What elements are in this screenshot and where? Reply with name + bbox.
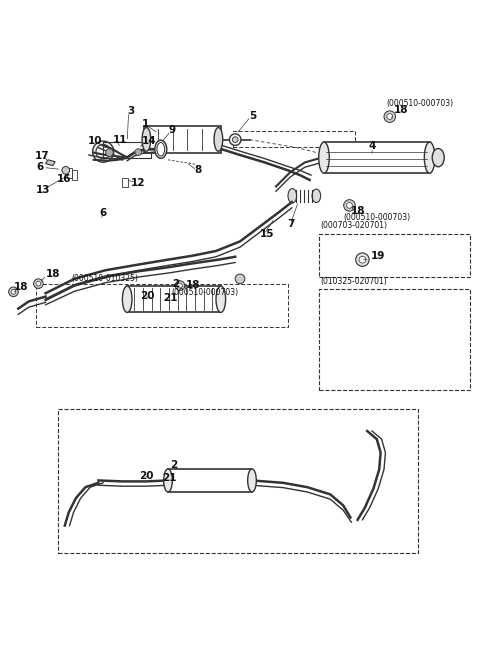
- Text: 3: 3: [127, 106, 134, 116]
- Bar: [67, 169, 72, 178]
- Ellipse shape: [155, 140, 167, 158]
- Circle shape: [175, 281, 185, 290]
- Text: 20: 20: [140, 291, 155, 301]
- Circle shape: [135, 149, 142, 156]
- Ellipse shape: [432, 149, 444, 167]
- Text: (010325-020701): (010325-020701): [321, 276, 387, 286]
- Circle shape: [387, 114, 393, 120]
- Text: (000510-000703): (000510-000703): [343, 213, 410, 222]
- Text: 18: 18: [350, 205, 365, 216]
- Circle shape: [347, 202, 352, 208]
- Bar: [58, 410, 418, 554]
- Circle shape: [106, 149, 113, 156]
- Ellipse shape: [122, 286, 132, 313]
- Bar: [122, 178, 128, 187]
- Circle shape: [96, 145, 110, 159]
- Text: 19: 19: [371, 251, 385, 261]
- Text: 20: 20: [139, 471, 154, 481]
- Text: 9: 9: [169, 125, 176, 135]
- Bar: [319, 234, 470, 277]
- Text: 2: 2: [170, 459, 178, 470]
- Circle shape: [9, 287, 18, 297]
- Text: (000510-000703): (000510-000703): [386, 99, 454, 108]
- Ellipse shape: [312, 189, 321, 202]
- Circle shape: [62, 167, 70, 174]
- Text: 4: 4: [369, 141, 376, 151]
- Circle shape: [384, 111, 396, 122]
- Text: (000703-020701): (000703-020701): [321, 221, 388, 230]
- Circle shape: [359, 256, 366, 263]
- Ellipse shape: [157, 143, 165, 156]
- Text: 7: 7: [287, 219, 294, 229]
- Circle shape: [229, 134, 241, 145]
- Text: 13: 13: [36, 185, 50, 194]
- Text: 21: 21: [162, 473, 177, 483]
- Text: 15: 15: [260, 229, 275, 239]
- Circle shape: [34, 279, 43, 289]
- Text: 14: 14: [142, 136, 156, 145]
- Bar: [72, 171, 77, 180]
- Text: 18: 18: [186, 280, 201, 291]
- Ellipse shape: [164, 469, 172, 492]
- Text: (000510-000703): (000510-000703): [172, 288, 239, 297]
- Circle shape: [232, 137, 238, 143]
- Ellipse shape: [214, 127, 223, 151]
- Bar: [168, 469, 252, 492]
- Circle shape: [344, 200, 355, 211]
- Bar: [144, 126, 221, 152]
- Bar: [127, 286, 221, 313]
- Polygon shape: [46, 160, 55, 165]
- Text: 2: 2: [172, 278, 179, 289]
- Text: 17: 17: [35, 151, 49, 161]
- Text: 8: 8: [194, 165, 202, 175]
- Ellipse shape: [319, 142, 329, 173]
- Text: 1: 1: [142, 119, 149, 129]
- Bar: [324, 142, 430, 173]
- Text: 18: 18: [13, 282, 28, 291]
- Text: 18: 18: [394, 105, 408, 115]
- Circle shape: [235, 274, 245, 284]
- Circle shape: [356, 253, 369, 266]
- Text: 5: 5: [250, 110, 257, 121]
- Ellipse shape: [216, 286, 226, 313]
- Text: 11: 11: [113, 134, 127, 145]
- Text: 6: 6: [100, 207, 107, 218]
- Circle shape: [178, 283, 182, 288]
- Ellipse shape: [288, 189, 297, 203]
- Circle shape: [11, 289, 16, 294]
- Text: 18: 18: [46, 269, 60, 279]
- Ellipse shape: [142, 127, 151, 151]
- Text: (000510-010325): (000510-010325): [71, 274, 138, 283]
- Circle shape: [36, 281, 41, 286]
- Text: 10: 10: [87, 136, 102, 145]
- Ellipse shape: [248, 469, 256, 492]
- Text: 16: 16: [57, 174, 71, 184]
- Text: 12: 12: [131, 178, 145, 188]
- Ellipse shape: [424, 142, 435, 173]
- Bar: [319, 289, 470, 390]
- Text: 6: 6: [36, 163, 43, 172]
- Text: 21: 21: [163, 293, 178, 303]
- Circle shape: [93, 141, 114, 162]
